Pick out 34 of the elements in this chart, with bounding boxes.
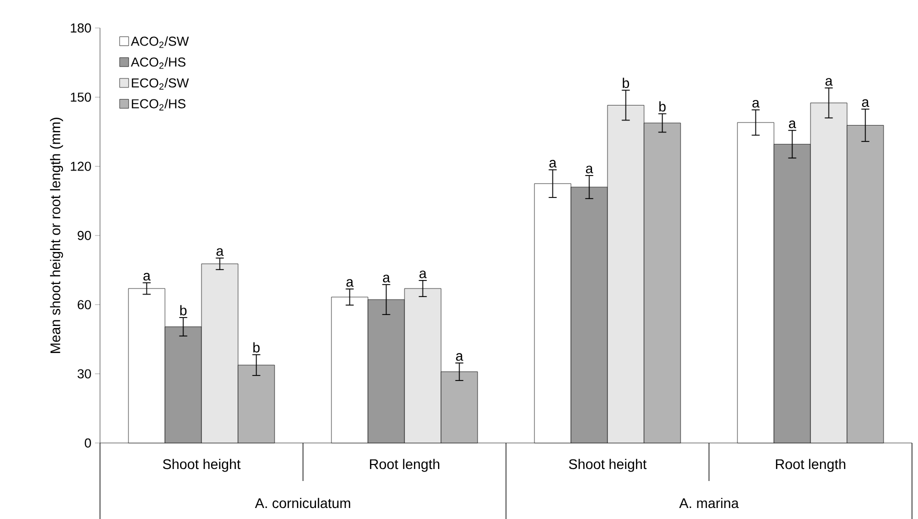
data-label: a [419,270,427,278]
y-tick-label: 120 [70,162,91,171]
y-axis-title: Mean shoot height or root length (mm) [50,118,64,353]
data-label: a [143,272,151,281]
data-label: a [346,279,354,287]
data-label: b [180,305,187,316]
legend-label: ECO$_{2}$/SW [132,78,189,90]
text: A. marina [679,498,739,508]
y-tick-label: 60 [78,300,91,310]
y-tick-label: 0 [84,438,91,448]
data-label: a [825,78,833,86]
data-label: b [622,78,630,88]
x-tick-label: Shoot height [162,458,241,472]
y-tick-label: 30 [78,369,91,378]
data-label: a [382,274,390,282]
y-tick-label: 150 [70,92,91,102]
legend-label: ACO$_{2}$/SW [130,36,189,48]
x-tick-label: Shoot height [568,458,647,472]
y-tick-label: 90 [78,230,91,240]
x-tick-label: Root length [370,458,440,472]
data-label: a [586,166,594,174]
y-tick-label: 180 [70,23,91,33]
data-label: a [549,160,557,168]
x-tick-label: Root length [776,458,846,472]
data-label: a [752,100,760,108]
data-label: a [216,248,224,256]
text: A. corniculatum [254,498,350,508]
data-label: a [862,99,870,107]
data-label: a [788,120,796,128]
data-label: b [253,342,260,352]
legend-label: ECO$_{2}$/HS [132,98,186,110]
data-label: a [456,353,464,361]
data-label: b [659,101,666,112]
legend-label: ACO$_{2}$/HS [130,57,186,69]
